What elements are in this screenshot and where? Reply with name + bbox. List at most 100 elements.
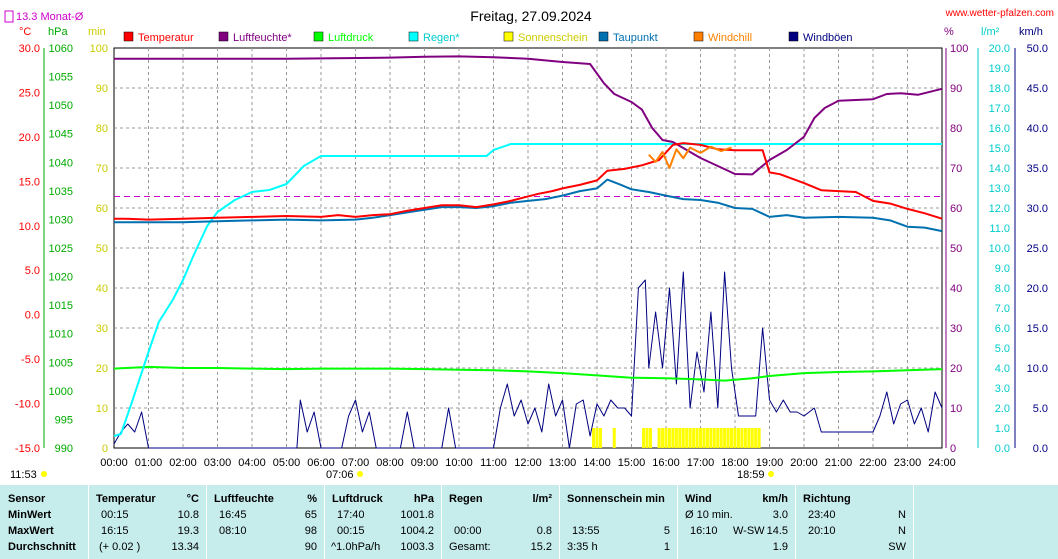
rain-tick-label: 1.0 — [995, 423, 1010, 435]
pressure-tick-label: 1050 — [49, 100, 73, 112]
stats-header-press-unit: hPa — [413, 493, 434, 505]
legend-swatch — [788, 31, 799, 42]
legend-swatch — [408, 31, 419, 42]
stats-row-label: Durchschnitt — [8, 541, 76, 553]
sunshine-bar — [709, 428, 713, 448]
sunshine-bar — [688, 428, 692, 448]
rain-tick-label: 14.0 — [989, 163, 1010, 175]
temp-tick-label: 20.0 — [19, 132, 40, 144]
sunshine-bar — [692, 428, 696, 448]
sunshine-bar — [685, 428, 689, 448]
wind-tick-label: 15.0 — [1027, 323, 1048, 335]
stats-cell: SW — [888, 541, 906, 553]
sun-tick-label: 40 — [96, 283, 108, 295]
stats-cell: 00:15 — [101, 509, 129, 521]
rain-tick-label: 20.0 — [989, 43, 1010, 55]
sun-tick-label: 100 — [90, 43, 108, 55]
x-tick-label: 00:00 — [100, 457, 128, 469]
x-tick-label: 16:00 — [652, 457, 680, 469]
stats-cell: 14.5 — [766, 525, 788, 537]
pressure-tick-label: 1040 — [49, 157, 73, 169]
sunshine-bar — [681, 428, 685, 448]
x-tick-label: 12:00 — [514, 457, 542, 469]
humidity-tick-label: 90 — [950, 83, 962, 95]
stats-cell: 3:35 h — [567, 541, 598, 553]
sunshine-bar — [657, 428, 661, 448]
stats-cell: 1 — [663, 541, 670, 553]
sunshine-bar — [723, 428, 727, 448]
sunshine-bar — [695, 428, 699, 448]
stats-cell: 00:00 — [454, 525, 482, 537]
sunshine-bar — [667, 428, 671, 448]
source-link[interactable]: www.wetter-pfalzen.com — [945, 8, 1054, 19]
sunshine-bar — [757, 428, 761, 448]
rain-tick-label: 3.0 — [995, 383, 1010, 395]
legend-label: Temperatur — [138, 32, 194, 44]
stats-wind-col: Wind km/h Ø 10 min. 3.0 16:10 W-SW 14.5 1.9 — [677, 485, 796, 559]
rain-tick-label: 0.0 — [995, 443, 1010, 455]
pressure-tick-label: 1005 — [49, 357, 73, 369]
stats-cell: 3.0 — [772, 509, 788, 521]
legend-swatch — [123, 31, 134, 42]
x-tick-label: 11:00 — [480, 457, 507, 469]
temp-tick-label: 30.0 — [19, 43, 40, 55]
wind-tick-label: 45.0 — [1027, 83, 1048, 95]
rain-tick-label: 10.0 — [989, 243, 1010, 255]
sunshine-bar — [592, 428, 596, 448]
stats-sunshine-col: Sonnenschein min 13:55 5 3:35 h 1 — [559, 485, 678, 559]
sunshine-bar — [705, 428, 709, 448]
rain-unit: l/m² — [981, 26, 1000, 38]
wind-tick-label: 0.0 — [1033, 443, 1048, 455]
sun-tick-label: 0 — [102, 443, 108, 455]
pressure-tick-label: 1010 — [49, 329, 73, 341]
humidity-tick-label: 100 — [950, 43, 968, 55]
sunshine-bar — [648, 428, 652, 448]
stats-table: Sensor MinWert MaxWert Durchschnitt Temp… — [0, 485, 1058, 559]
monthly-avg-icon — [4, 10, 14, 23]
legend-label: Windböen — [803, 32, 853, 44]
wind-tick-label: 30.0 — [1027, 203, 1048, 215]
sunset-time: 18:59 — [737, 469, 765, 481]
stats-cell: 13.34 — [171, 541, 199, 553]
stats-pressure-col: Luftdruck hPa 17:40 1001.8 00:15 1004.2 ^1.… — [324, 485, 442, 559]
legend-swatch — [503, 31, 514, 42]
sunshine-bar — [750, 428, 754, 448]
stats-header-wind-unit: km/h — [762, 493, 788, 505]
series-taupunkt-line — [114, 178, 943, 233]
stats-sensor-col: Sensor MinWert MaxWert Durchschnitt — [0, 485, 88, 559]
rain-tick-label: 16.0 — [989, 123, 1010, 135]
temp-tick-label: 25.0 — [19, 87, 40, 99]
stats-cell: N — [898, 525, 906, 537]
stats-cell: (+ 0.02 ) — [99, 541, 141, 553]
pressure-tick-label: 1045 — [49, 129, 73, 141]
stats-cell: 19.3 — [177, 525, 199, 537]
wind-tick-label: 40.0 — [1027, 123, 1048, 135]
sunshine-bar — [699, 428, 702, 448]
rain-tick-label: 12.0 — [989, 203, 1010, 215]
temp-unit: °C — [19, 26, 31, 38]
pressure-tick-label: 1060 — [49, 43, 73, 55]
rain-tick-label: 5.0 — [995, 343, 1010, 355]
series-windchill-line — [648, 145, 732, 169]
x-tick-label: 01:00 — [135, 457, 163, 469]
x-tick-label: 03:00 — [204, 457, 232, 469]
stats-cell: 90 — [304, 541, 317, 553]
sunshine-bar — [716, 428, 720, 448]
stats-cell: 1004.2 — [400, 525, 434, 537]
chart-series — [113, 55, 943, 449]
temp-tick-label: -15.0 — [15, 443, 40, 455]
stats-cell: Gesamt: — [449, 541, 491, 553]
rain-tick-label: 6.0 — [995, 323, 1010, 335]
stats-cell: 20:10 — [808, 525, 836, 537]
humidity-tick-label: 20 — [950, 363, 962, 375]
legend-swatch — [598, 31, 609, 42]
sun-tick-label: 50 — [96, 243, 108, 255]
sun-icon — [41, 471, 47, 477]
sunshine-bar — [645, 428, 649, 448]
x-tick-label: 24:00 — [928, 457, 956, 469]
pressure-tick-label: 1035 — [49, 186, 73, 198]
x-tick-label: 13:00 — [549, 457, 577, 469]
legend-swatch — [693, 31, 704, 42]
x-tick-label: 19:00 — [756, 457, 784, 469]
temp-tick-label: -5.0 — [21, 354, 40, 366]
